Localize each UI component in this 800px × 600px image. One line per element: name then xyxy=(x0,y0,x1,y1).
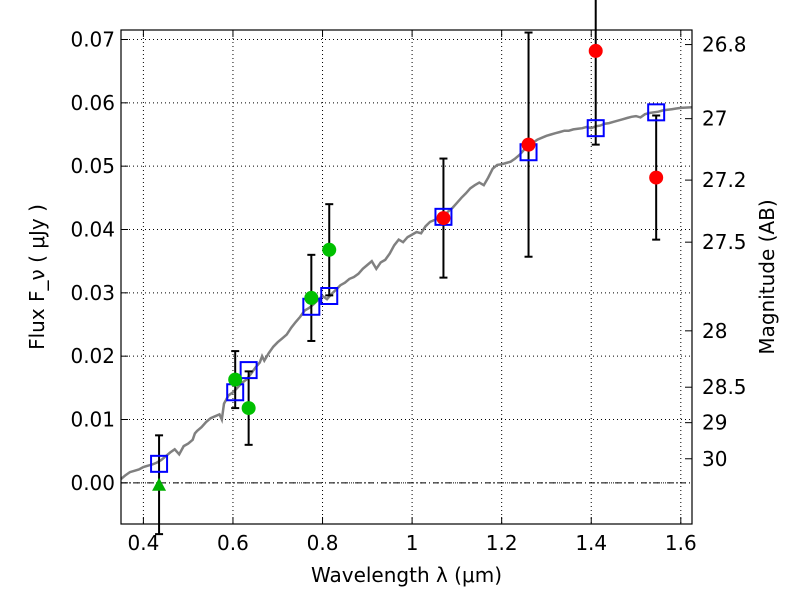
y-tick-label-3: 0.03 xyxy=(70,281,115,305)
x-tick-label-0: 0.4 xyxy=(127,531,159,555)
data-circle-s1-2 xyxy=(304,290,319,305)
x-tick-label-6: 1.6 xyxy=(665,531,697,555)
right-tick-label-2: 27.2 xyxy=(702,168,747,192)
model-square-7 xyxy=(586,119,605,138)
right-tick-label-1: 27 xyxy=(702,107,727,131)
y-tick-label-2: 0.02 xyxy=(70,344,115,368)
data-circle-s1-1 xyxy=(241,401,256,416)
y-tick-label-1: 0.01 xyxy=(70,408,115,432)
model-square-4 xyxy=(320,287,339,305)
y-tick-label-7: 0.07 xyxy=(70,28,115,52)
x-tick-label-5: 1.4 xyxy=(575,531,607,555)
grid-layer xyxy=(121,30,692,524)
data-triangle-0 xyxy=(152,477,167,491)
right-tick-label-7: 30 xyxy=(702,447,727,471)
y-tick-label-4: 0.04 xyxy=(70,218,115,242)
axis-ticks xyxy=(121,30,692,524)
data-markers xyxy=(150,43,666,491)
right-tick-label-4: 28 xyxy=(702,319,727,343)
y-axis-label: Flux F_ν ( μJy ) xyxy=(25,204,49,350)
y-tick-label-6: 0.06 xyxy=(70,91,115,115)
right-axis-label: Magnitude (AB) xyxy=(755,199,779,354)
error-bars xyxy=(155,0,661,536)
y-tick-label-5: 0.05 xyxy=(70,154,115,178)
right-tick-label-0: 26.8 xyxy=(702,33,747,57)
x-tick-label-1: 0.6 xyxy=(217,531,249,555)
plot-frame xyxy=(120,29,693,525)
y-tick-label-0: 0.00 xyxy=(70,471,115,495)
model-square-2 xyxy=(239,361,258,380)
data-circle-s2-0 xyxy=(436,211,451,226)
data-circle-s1-3 xyxy=(322,242,337,257)
tick-labels: 0.4 0.6 0.8 1 1.2 1.4 1.6 0.00 0.01 0.02 0.03 0.04 0… xyxy=(70,28,746,556)
model-spectrum-line xyxy=(120,106,693,480)
x-axis-label: Wavelength λ (μm) xyxy=(311,563,502,587)
model-square-0 xyxy=(150,454,169,473)
x-tick-label-2: 0.8 xyxy=(307,531,339,555)
x-tick-label-3: 1 xyxy=(406,531,419,555)
model-square-8 xyxy=(647,103,666,122)
right-tick-label-6: 29 xyxy=(702,411,727,435)
data-circle-s2-1 xyxy=(521,137,536,152)
right-tick-label-5: 28.5 xyxy=(702,375,747,399)
data-circle-s1-0 xyxy=(228,372,243,387)
right-tick-label-3: 27.5 xyxy=(702,230,747,254)
data-circle-s2-3 xyxy=(649,170,664,185)
x-tick-label-4: 1.2 xyxy=(486,531,518,555)
data-circle-s2-2 xyxy=(588,43,603,58)
